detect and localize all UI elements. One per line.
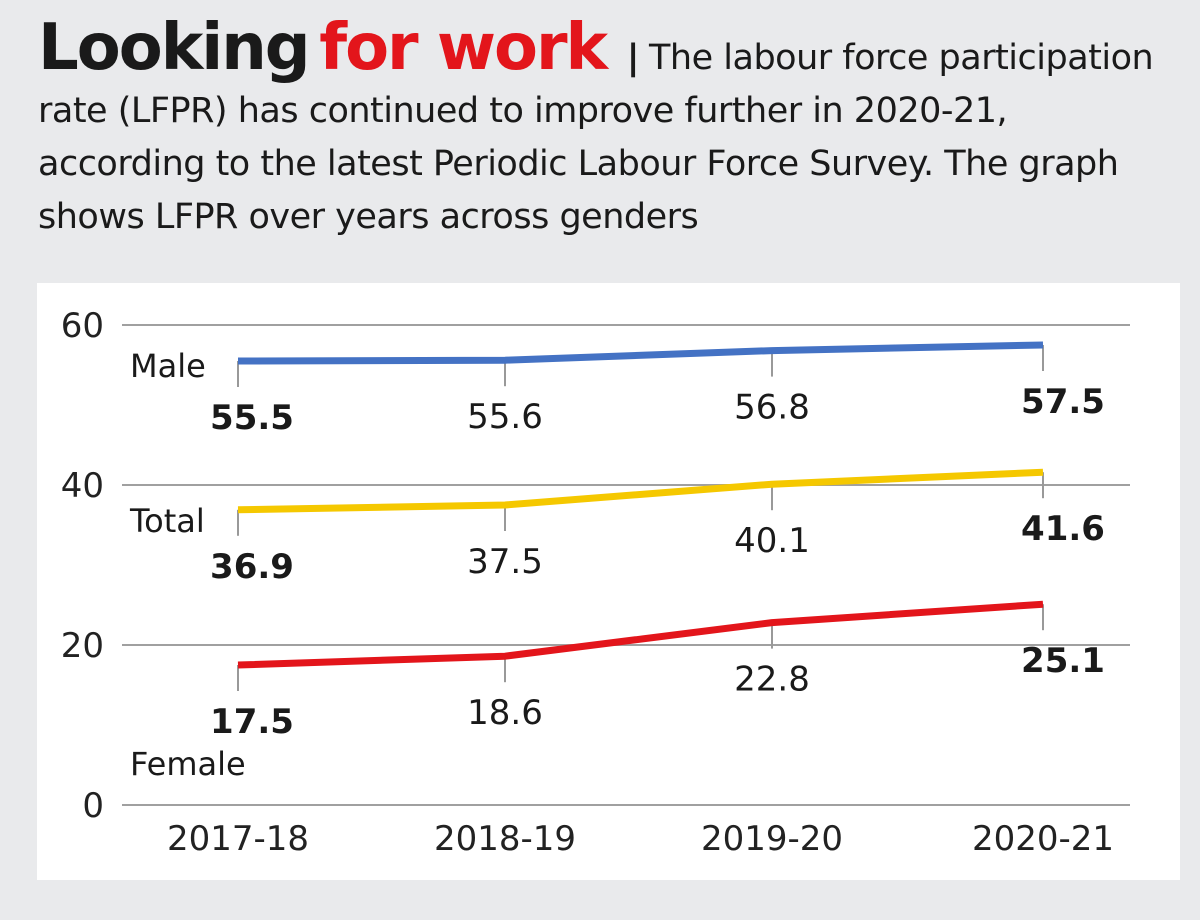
data-label: 37.5 (467, 542, 543, 582)
data-label: 25.1 (1021, 641, 1105, 681)
x-tick-label: 2018-19 (434, 819, 576, 859)
subtitle: The labour force participation rate (LFP… (38, 38, 1154, 237)
data-label: 22.8 (734, 660, 810, 700)
series-label-female: Female (130, 745, 246, 783)
series-line-male (237, 341, 1044, 365)
chart-panel (37, 283, 1180, 880)
x-tick-label: 2020-21 (972, 819, 1114, 859)
y-tick-label: 20 (61, 626, 104, 666)
data-label: 36.9 (210, 547, 294, 587)
title-part2: for work (319, 11, 608, 85)
series-line-total (237, 468, 1044, 514)
y-tick-label: 40 (61, 466, 104, 506)
series-label-total: Total (129, 502, 205, 540)
data-label: 55.5 (210, 398, 294, 438)
data-label: 40.1 (734, 521, 810, 561)
y-tick-label: 0 (82, 786, 104, 826)
data-label: 17.5 (210, 702, 294, 742)
data-label: 41.6 (1021, 509, 1105, 549)
y-tick-label: 60 (61, 306, 104, 346)
series-label-male: Male (130, 347, 206, 385)
data-label: 18.6 (467, 693, 543, 733)
chart-header: Looking for work | The labour force parti… (38, 16, 1178, 244)
series-line-female (237, 600, 1044, 669)
title-part1: Looking (38, 11, 311, 85)
data-label: 56.8 (734, 388, 810, 428)
data-label: 55.6 (467, 397, 543, 437)
data-label: 57.5 (1021, 382, 1105, 422)
x-tick-label: 2019-20 (701, 819, 843, 859)
title-separator: | (626, 38, 640, 78)
x-tick-label: 2017-18 (167, 819, 309, 859)
